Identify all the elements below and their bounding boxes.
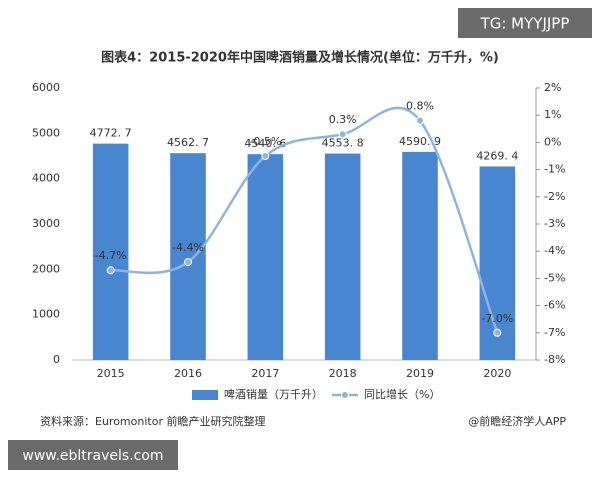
bar [247,154,284,360]
x-tick-label: 2015 [97,367,125,380]
bar-value-label: 4562. 7 [167,136,209,149]
watermark: www.ebltravels.com [22,448,163,464]
bar [324,153,361,360]
line-marker [416,116,424,125]
legend-label: 啤酒销量（万千升） [224,387,323,401]
chart-title: 图表4：2015-2020年中国啤酒销量及增长情况(单位：万千升，%) [101,50,499,66]
x-tick-label: 2017 [251,367,279,380]
line-value-label: -4.7% [95,249,127,262]
y2-tick-label: -7% [544,326,565,339]
line-marker [493,328,502,337]
legend-label: 同比增长（%） [364,387,440,401]
bar-value-label: 4540. 6 [244,137,286,150]
line-marker [261,152,270,160]
bar-value-label: 4553. 8 [322,137,364,150]
bar [92,143,129,360]
y2-tick-label: -1% [544,163,565,176]
bar-value-label: 4269. 4 [476,149,518,162]
line-value-label: 0.8% [406,100,434,113]
source: 资料来源：Euromonitor 前瞻产业研究院整理 [40,414,265,428]
y2-tick-label: -4% [544,244,565,257]
y2-tick-label: 1% [544,108,561,121]
watermark-box [8,440,178,470]
y2-tick-label: -2% [544,190,565,203]
y2-tick-label: 2% [544,81,561,94]
y-tick-label: 2000 [32,262,60,275]
line-value-label: -0.5% [249,135,281,148]
line-marker [338,130,347,139]
x-tick-label: 2019 [406,367,434,380]
watermark: TG: MYYJJPP [480,15,570,33]
line-value-label: -4.4% [172,241,204,254]
line-marker [184,258,192,267]
line-value-label: -7.0% [481,312,513,325]
y2-tick-label: -3% [544,217,565,230]
legend-swatch [341,391,349,399]
y-tick-label: 1000 [32,308,60,321]
y-tick-label: 5000 [32,126,60,139]
watermark-box [458,8,592,38]
y-tick-label: 6000 [32,81,60,94]
y2-tick-label: -6% [544,299,565,312]
line-value-label: 0.3% [329,113,357,126]
bar-value-label: 4772. 7 [90,127,132,140]
x-tick-label: 2016 [174,367,202,380]
y2-tick-label: 0% [544,135,561,148]
y-tick-label: 0 [53,353,60,366]
bar [479,166,516,360]
credit: @前瞻经济学人APP [468,414,566,428]
y2-tick-label: -5% [544,271,565,284]
y-tick-label: 4000 [32,172,60,185]
y2-tick-label: -8% [544,353,565,366]
x-tick-label: 2020 [483,367,511,380]
legend-swatch [192,390,218,400]
bar [402,151,438,360]
x-tick-label: 2018 [329,367,357,380]
bar [170,153,206,360]
y-tick-label: 3000 [32,217,60,230]
line-marker [106,266,115,275]
